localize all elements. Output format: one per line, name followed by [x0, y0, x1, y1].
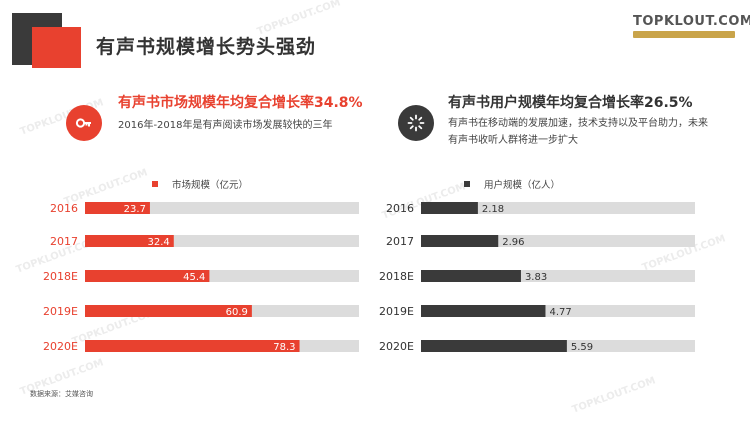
- user-value-label: 2.18: [482, 204, 504, 215]
- user-category-label: 2017: [386, 235, 414, 248]
- user-legend: 用户规模（亿人）: [464, 177, 560, 191]
- logo-tagline-strip: [633, 31, 735, 38]
- user-category-label: 2016: [386, 202, 414, 215]
- user-legend-swatch: [464, 181, 470, 187]
- key-icon: [75, 118, 91, 128]
- user-value-label: 5.59: [571, 342, 593, 353]
- market-growth-subtitle: 2016年-2018年是有声阅读市场发展较快的三年: [118, 120, 333, 131]
- user-value-label: 4.77: [549, 307, 571, 318]
- market-category-label: 2020E: [43, 340, 78, 353]
- user-bar: [421, 270, 521, 282]
- market-bar: [85, 340, 300, 352]
- market-bar: [85, 235, 174, 247]
- title-accent-red-square: [32, 27, 81, 68]
- user-legend-label: 用户规模（亿人）: [484, 180, 561, 191]
- market-growth-title: 有声书市场规模年均复合增长率34.8%: [118, 95, 363, 111]
- user-category-label: 2020E: [379, 340, 414, 353]
- market-bar: [85, 270, 210, 282]
- market-category-label: 2017: [50, 235, 78, 248]
- market-bar: [85, 202, 150, 214]
- spinner-icon-badge: [398, 105, 434, 141]
- market-track: [85, 202, 359, 214]
- logo-text: TOPKLOUT.COM: [633, 14, 750, 29]
- user-category-label: 2019E: [379, 305, 414, 318]
- market-category-label: 2018E: [43, 270, 78, 283]
- user-bar: [421, 202, 478, 214]
- market-value-label: 32.4: [148, 237, 170, 248]
- market-category-label: 2019E: [43, 305, 78, 318]
- user-value-label: 2.96: [502, 237, 524, 248]
- market-legend-label: 市场规模（亿元）: [172, 180, 249, 191]
- user-category-label: 2018E: [379, 270, 414, 283]
- page-title: 有声书规模增长势头强劲: [96, 36, 317, 58]
- user-bar: [421, 235, 499, 247]
- market-legend-swatch: [152, 181, 158, 187]
- market-value-label: 45.4: [183, 272, 205, 283]
- market-bar: [85, 305, 252, 317]
- user-bar: [421, 305, 546, 317]
- key-icon-badge: [66, 105, 102, 141]
- user-track: [421, 202, 695, 214]
- user-value-label: 3.83: [525, 272, 547, 283]
- market-value-label: 78.3: [273, 342, 295, 353]
- market-category-label: 2016: [50, 202, 78, 215]
- market-value-label: 23.7: [124, 204, 146, 215]
- spinner-icon: [407, 114, 425, 132]
- topklout-logo: TOPKLOUT.COM: [633, 14, 750, 38]
- market-legend: 市场规模（亿元）: [152, 177, 248, 191]
- market-value-label: 60.9: [226, 307, 248, 318]
- user-growth-subtitle: 有声书在移动端的发展加速，技术支持以及平台助力，未来有声书收听人群将进一步扩大: [448, 118, 708, 146]
- data-source-note: 数据来源：艾媒咨询: [30, 390, 93, 398]
- user-bar: [421, 340, 567, 352]
- user-growth-title: 有声书用户规模年均复合增长率26.5%: [448, 95, 693, 111]
